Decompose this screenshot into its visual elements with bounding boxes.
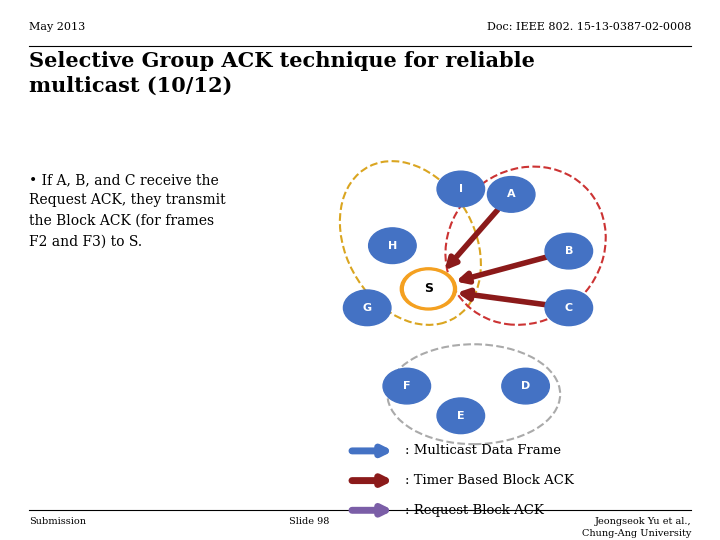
- Text: C: C: [564, 303, 573, 313]
- Text: : Multicast Data Frame: : Multicast Data Frame: [405, 444, 561, 457]
- Circle shape: [545, 290, 593, 326]
- Circle shape: [437, 398, 485, 434]
- Circle shape: [437, 171, 485, 207]
- Text: E: E: [457, 411, 464, 421]
- Text: Jeongseok Yu et al.,
Chung-Ang University: Jeongseok Yu et al., Chung-Ang Universit…: [582, 517, 691, 538]
- Circle shape: [487, 177, 535, 212]
- Text: F: F: [403, 381, 410, 391]
- Text: Submission: Submission: [29, 517, 86, 526]
- Text: Slide 98: Slide 98: [289, 517, 330, 526]
- Text: S: S: [424, 282, 433, 295]
- Circle shape: [405, 271, 452, 307]
- Circle shape: [343, 290, 391, 326]
- Text: D: D: [521, 381, 530, 391]
- Text: B: B: [564, 246, 573, 256]
- Text: • If A, B, and C receive the
Request ACK, they transmit
the Block ACK (for frame: • If A, B, and C receive the Request ACK…: [29, 173, 225, 248]
- Text: May 2013: May 2013: [29, 22, 85, 32]
- Text: : Timer Based Block ACK: : Timer Based Block ACK: [405, 474, 574, 487]
- Circle shape: [400, 268, 456, 310]
- Text: I: I: [459, 184, 463, 194]
- Circle shape: [545, 233, 593, 269]
- Circle shape: [502, 368, 549, 404]
- Text: H: H: [388, 241, 397, 251]
- Text: Doc: IEEE 802. 15-13-0387-02-0008: Doc: IEEE 802. 15-13-0387-02-0008: [487, 22, 691, 32]
- Text: : Request Block ACK: : Request Block ACK: [405, 504, 544, 517]
- Circle shape: [369, 228, 416, 264]
- Text: Selective Group ACK technique for reliable
multicast (10/12): Selective Group ACK technique for reliab…: [29, 51, 535, 95]
- Circle shape: [383, 368, 431, 404]
- Text: G: G: [363, 303, 372, 313]
- Text: A: A: [507, 190, 516, 199]
